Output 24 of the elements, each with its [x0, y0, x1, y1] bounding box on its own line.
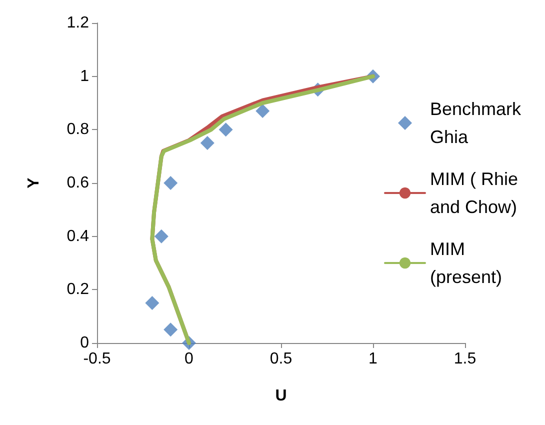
y-tick-label: 1.2: [66, 14, 90, 32]
point: [145, 296, 160, 310]
point: [154, 229, 168, 244]
point: [256, 104, 270, 118]
x-axis-title: U: [275, 388, 287, 404]
legend-label: MIM (present): [430, 239, 502, 287]
legend-label: MIM ( Rhie and Chow): [430, 169, 524, 217]
x-tick-label: 1.5: [454, 350, 476, 368]
y-tick-label: 1: [80, 68, 90, 85]
y-tick-label: 0.8: [66, 121, 90, 138]
y-tick-label: 0: [80, 334, 90, 352]
legend-label: Benchmark Ghia: [430, 99, 526, 147]
x-tick-label: -0.5: [83, 350, 111, 368]
y-tick-label: 0.4: [66, 228, 90, 245]
x-tick-label: 0: [184, 350, 194, 368]
x-tick-label: 1: [368, 350, 378, 368]
point: [164, 176, 178, 190]
y-tick-label: 0.6: [66, 174, 90, 192]
point: [200, 136, 214, 150]
y-axis-title: Y: [26, 177, 42, 188]
x-tick-label: 0.5: [270, 350, 292, 368]
point: [218, 122, 233, 137]
y-tick-label: 0.2: [66, 281, 90, 298]
point: [164, 322, 178, 337]
